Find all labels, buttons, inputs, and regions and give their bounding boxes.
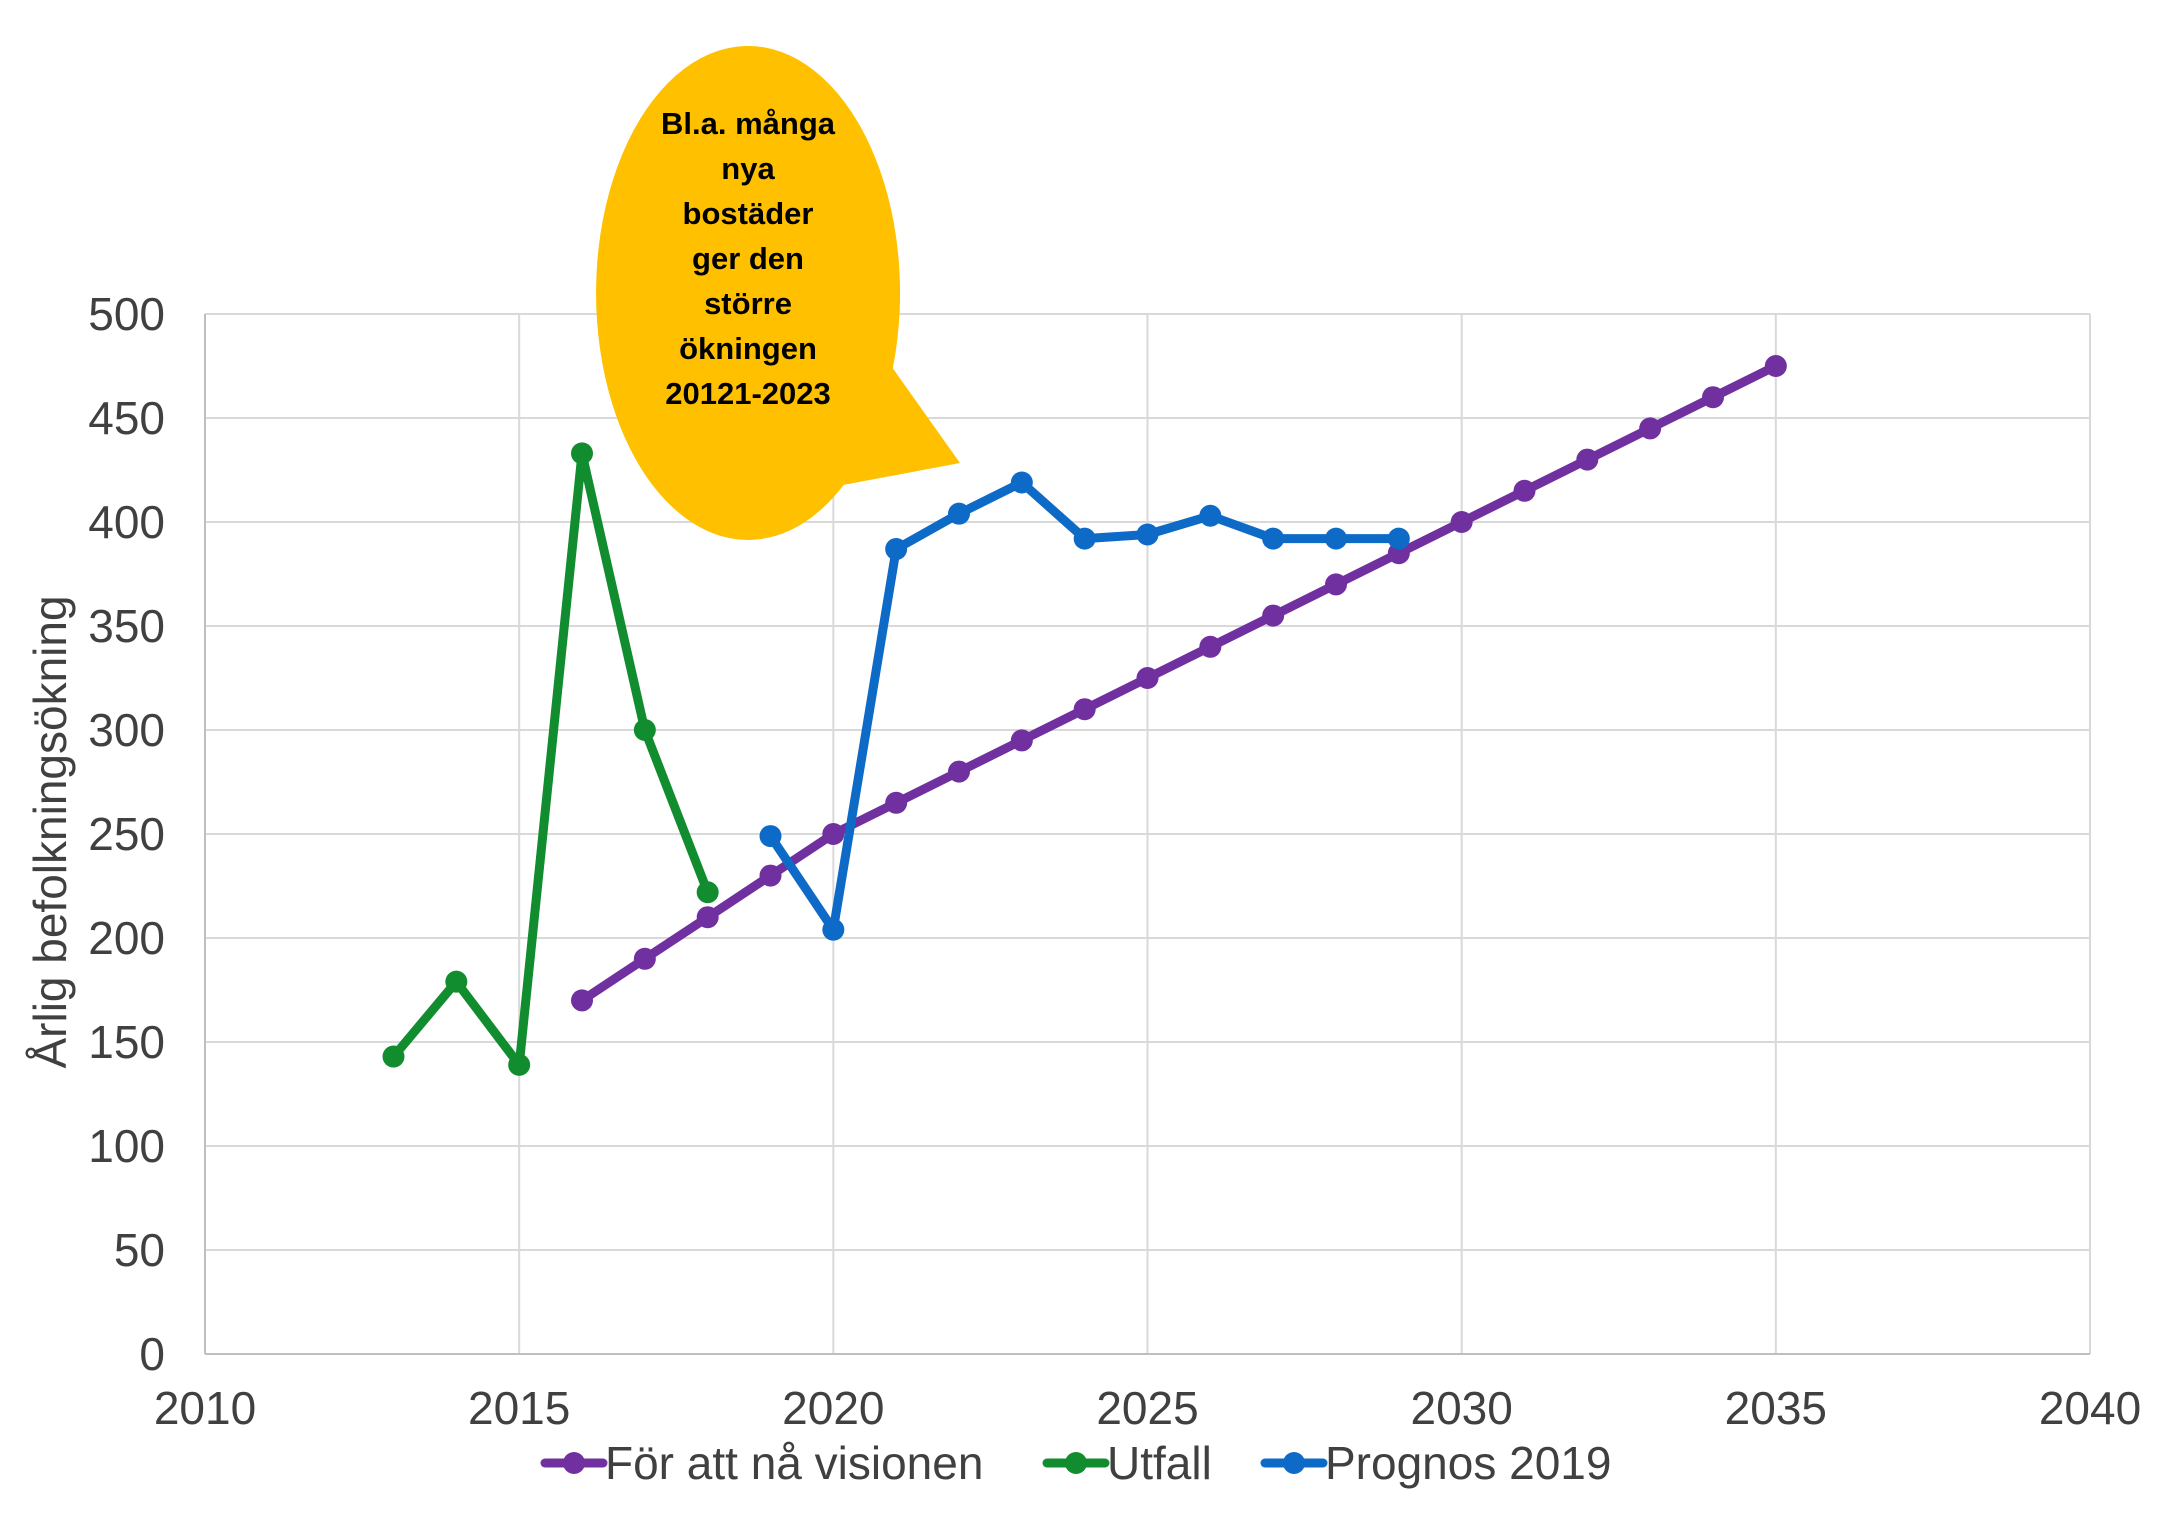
data-point — [822, 918, 845, 941]
y-tick-label: 100 — [88, 1120, 165, 1172]
data-point — [571, 989, 593, 1012]
data-point — [885, 791, 908, 814]
data-point — [633, 947, 656, 970]
data-point — [885, 538, 908, 561]
data-point — [759, 825, 782, 848]
series-lines — [382, 355, 1787, 1076]
data-point — [633, 719, 656, 741]
legend-item: Utfall — [1042, 1437, 1212, 1489]
data-point — [1136, 667, 1159, 689]
data-point — [1136, 523, 1159, 546]
data-point — [445, 970, 468, 993]
y-tick-label: 250 — [88, 808, 165, 860]
y-tick-label: 400 — [88, 496, 165, 548]
y-tick-label: 0 — [139, 1328, 165, 1380]
data-point — [822, 823, 845, 845]
data-point — [1387, 527, 1410, 550]
data-point — [948, 760, 970, 783]
x-tick-label: 2020 — [782, 1382, 884, 1434]
tick-labels: 0 50 100 150 200 250 300 350 400 450 500 2010 2015 20… — [88, 288, 2141, 1434]
callout-line: ger den — [692, 241, 804, 276]
y-axis-title: Årlig befolkningsökning — [24, 595, 76, 1068]
legend-item: Prognos 2019 — [1260, 1437, 1611, 1489]
data-point — [1010, 729, 1033, 752]
callout-shape — [596, 45, 960, 540]
y-tick-label: 450 — [88, 392, 165, 444]
x-tick-label: 2035 — [1725, 1382, 1827, 1434]
data-point — [1262, 527, 1285, 550]
callout-line: större — [704, 286, 792, 321]
data-point — [759, 864, 782, 887]
y-tick-label: 300 — [88, 704, 165, 756]
y-tick-label: 350 — [88, 600, 165, 652]
x-tick-label: 2040 — [2039, 1382, 2141, 1434]
legend: För att nå visionen Utfall Prognos 2019 — [540, 1437, 1611, 1489]
data-point — [1199, 504, 1222, 527]
data-point — [382, 1045, 405, 1068]
callout-line: nya — [721, 151, 775, 186]
legend-label: För att nå visionen — [605, 1437, 983, 1489]
legend-label: Utfall — [1107, 1437, 1212, 1489]
x-tick-label: 2015 — [468, 1382, 570, 1434]
data-point — [1199, 635, 1222, 658]
y-tick-label: 150 — [88, 1016, 165, 1068]
data-point — [696, 881, 719, 904]
x-tick-label: 2025 — [1096, 1382, 1198, 1434]
data-point — [571, 442, 593, 465]
data-point — [508, 1053, 531, 1076]
data-point — [696, 906, 719, 929]
data-point — [1325, 527, 1347, 550]
x-tick-label: 2010 — [154, 1382, 256, 1434]
y-tick-label: 50 — [114, 1224, 165, 1276]
legend-swatch-marker — [1065, 1452, 1087, 1474]
series — [382, 442, 719, 1076]
data-point — [948, 502, 970, 525]
series — [759, 471, 1410, 941]
callout-line: bostäder — [683, 196, 814, 231]
data-point — [1639, 417, 1662, 440]
callout-line: Bl.a. många — [661, 106, 836, 141]
legend-swatch-marker — [563, 1452, 585, 1474]
callout-text: Bl.a. många nya bostäder ger den större öknin… — [661, 106, 836, 411]
series-line — [577, 361, 1781, 1005]
series — [571, 355, 1787, 1012]
legend-label: Prognos 2019 — [1325, 1437, 1611, 1489]
callout-bubble: Bl.a. många nya bostäder ger den större öknin… — [596, 45, 960, 540]
callout-line: 20121-2023 — [665, 376, 831, 411]
data-point — [1073, 698, 1096, 721]
data-point — [1073, 527, 1096, 550]
data-point — [1450, 511, 1473, 533]
legend-item: För att nå visionen — [540, 1437, 983, 1489]
callout-line: ökningen — [679, 331, 817, 366]
grid-lines — [204, 313, 2091, 1355]
x-tick-label: 2030 — [1410, 1382, 1512, 1434]
data-point — [1764, 355, 1787, 377]
data-point — [1010, 471, 1033, 494]
series-line — [389, 448, 713, 1070]
axes — [204, 314, 2090, 1355]
y-tick-label: 500 — [88, 288, 165, 340]
y-tick-label: 200 — [88, 912, 165, 964]
data-point — [1325, 573, 1347, 596]
data-point — [1513, 479, 1536, 502]
legend-swatch-marker — [1283, 1452, 1305, 1474]
data-point — [1702, 386, 1724, 409]
data-point — [1576, 448, 1599, 471]
data-point — [1262, 604, 1285, 627]
